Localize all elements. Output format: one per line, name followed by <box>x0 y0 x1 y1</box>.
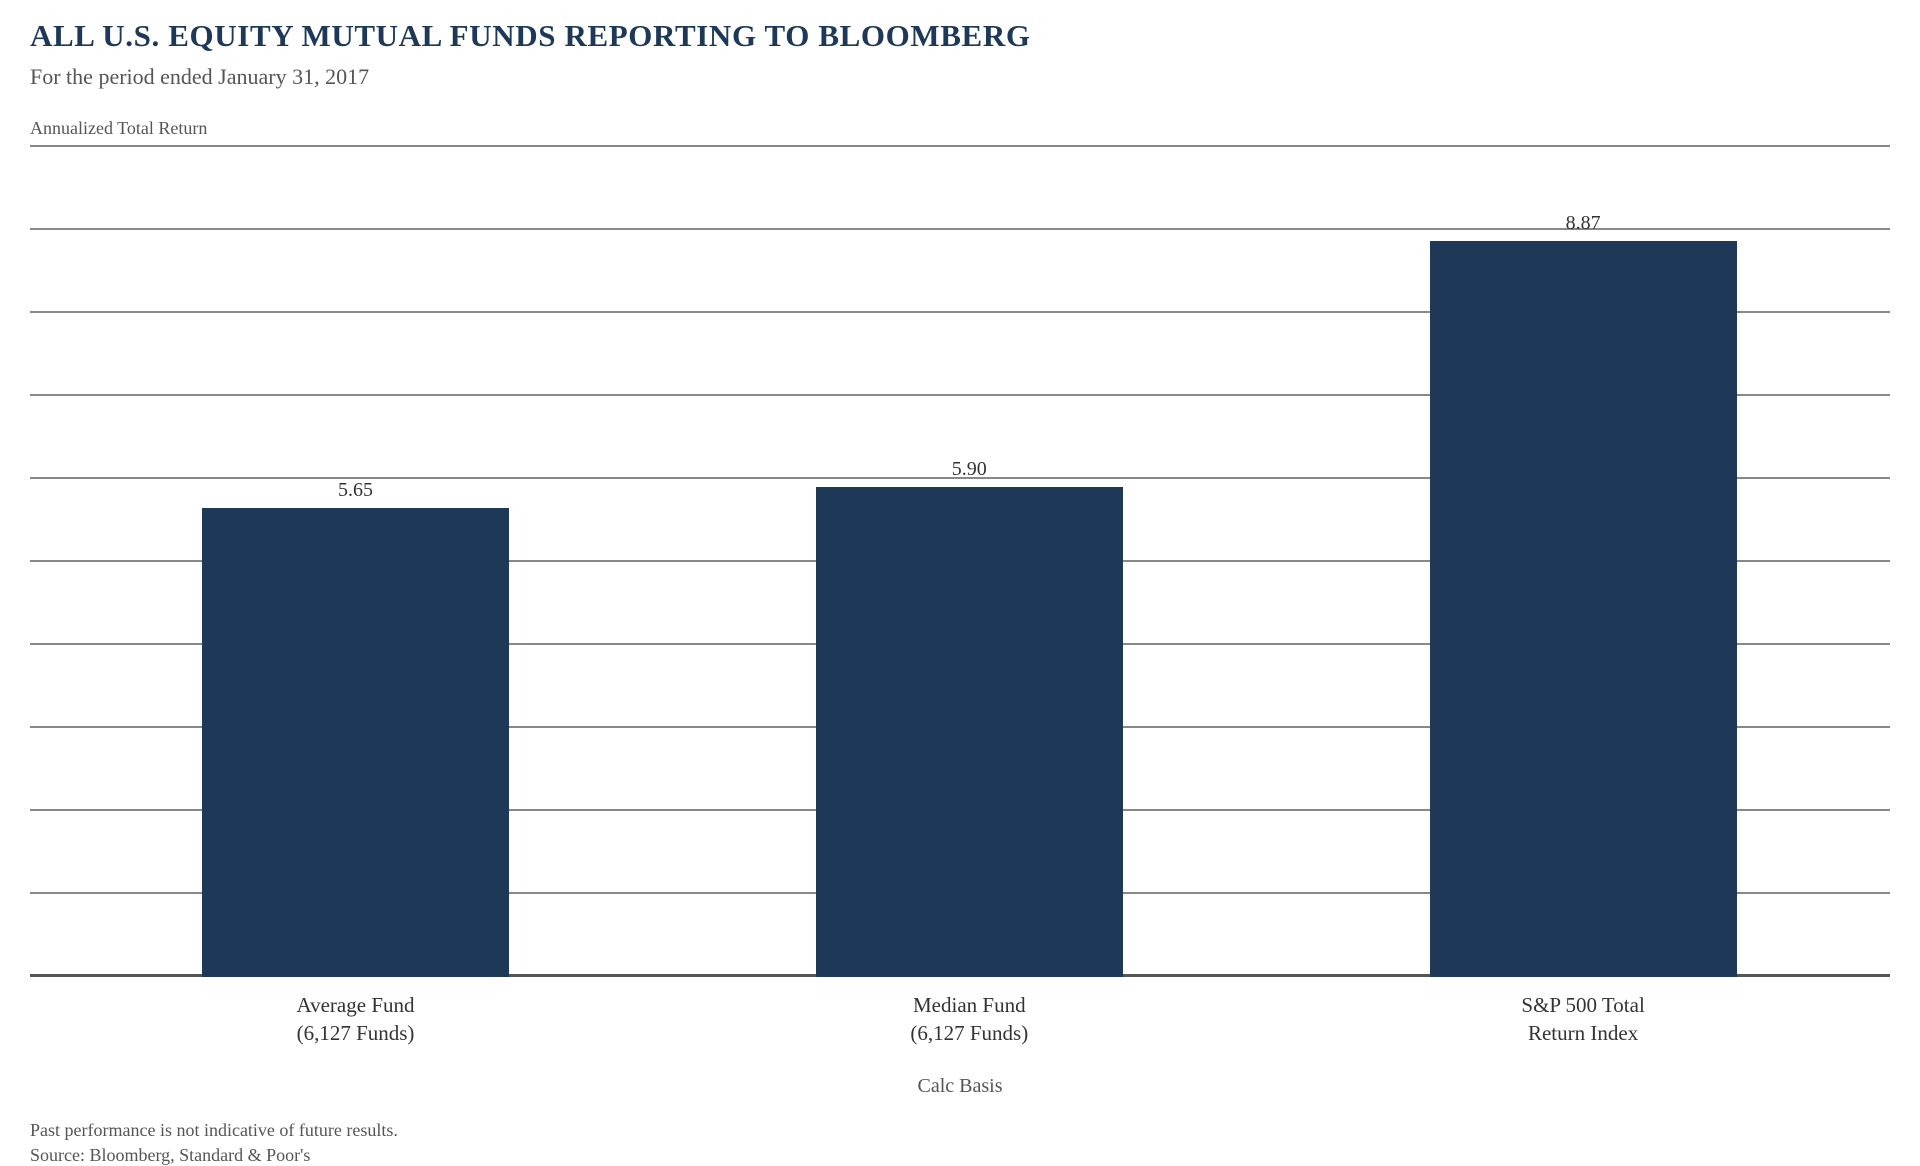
gridline <box>30 228 1890 230</box>
x-category-label: S&P 500 Total Return Index <box>1521 991 1644 1048</box>
bar-value-label: 5.65 <box>338 479 373 502</box>
plot-area: 5.65 5.90 8.87 <box>30 147 1890 977</box>
footnote-source: Source: Bloomberg, Standard & Poor's <box>30 1145 1890 1166</box>
x-axis-labels: Average Fund (6,127 Funds) Median Fund (6… <box>30 991 1890 1057</box>
chart-subtitle: For the period ended January 31, 2017 <box>30 64 1890 90</box>
x-category-label: Median Fund (6,127 Funds) <box>910 991 1028 1048</box>
chart-title: ALL U.S. EQUITY MUTUAL FUNDS REPORTING T… <box>30 18 1890 54</box>
bar-value-label: 5.90 <box>952 458 987 481</box>
bar <box>1430 241 1737 977</box>
bar <box>202 508 509 977</box>
x-category-label: Average Fund (6,127 Funds) <box>297 991 415 1048</box>
x-axis-title: Calc Basis <box>30 1075 1890 1098</box>
chart-container: ALL U.S. EQUITY MUTUAL FUNDS REPORTING T… <box>0 0 1920 1154</box>
bar <box>816 487 1123 977</box>
gridline <box>30 145 1890 147</box>
footnote-disclaimer: Past performance is not indicative of fu… <box>30 1120 1890 1141</box>
bar-value-label: 8.87 <box>1566 212 1601 235</box>
y-axis-label: Annualized Total Return <box>30 118 1890 139</box>
